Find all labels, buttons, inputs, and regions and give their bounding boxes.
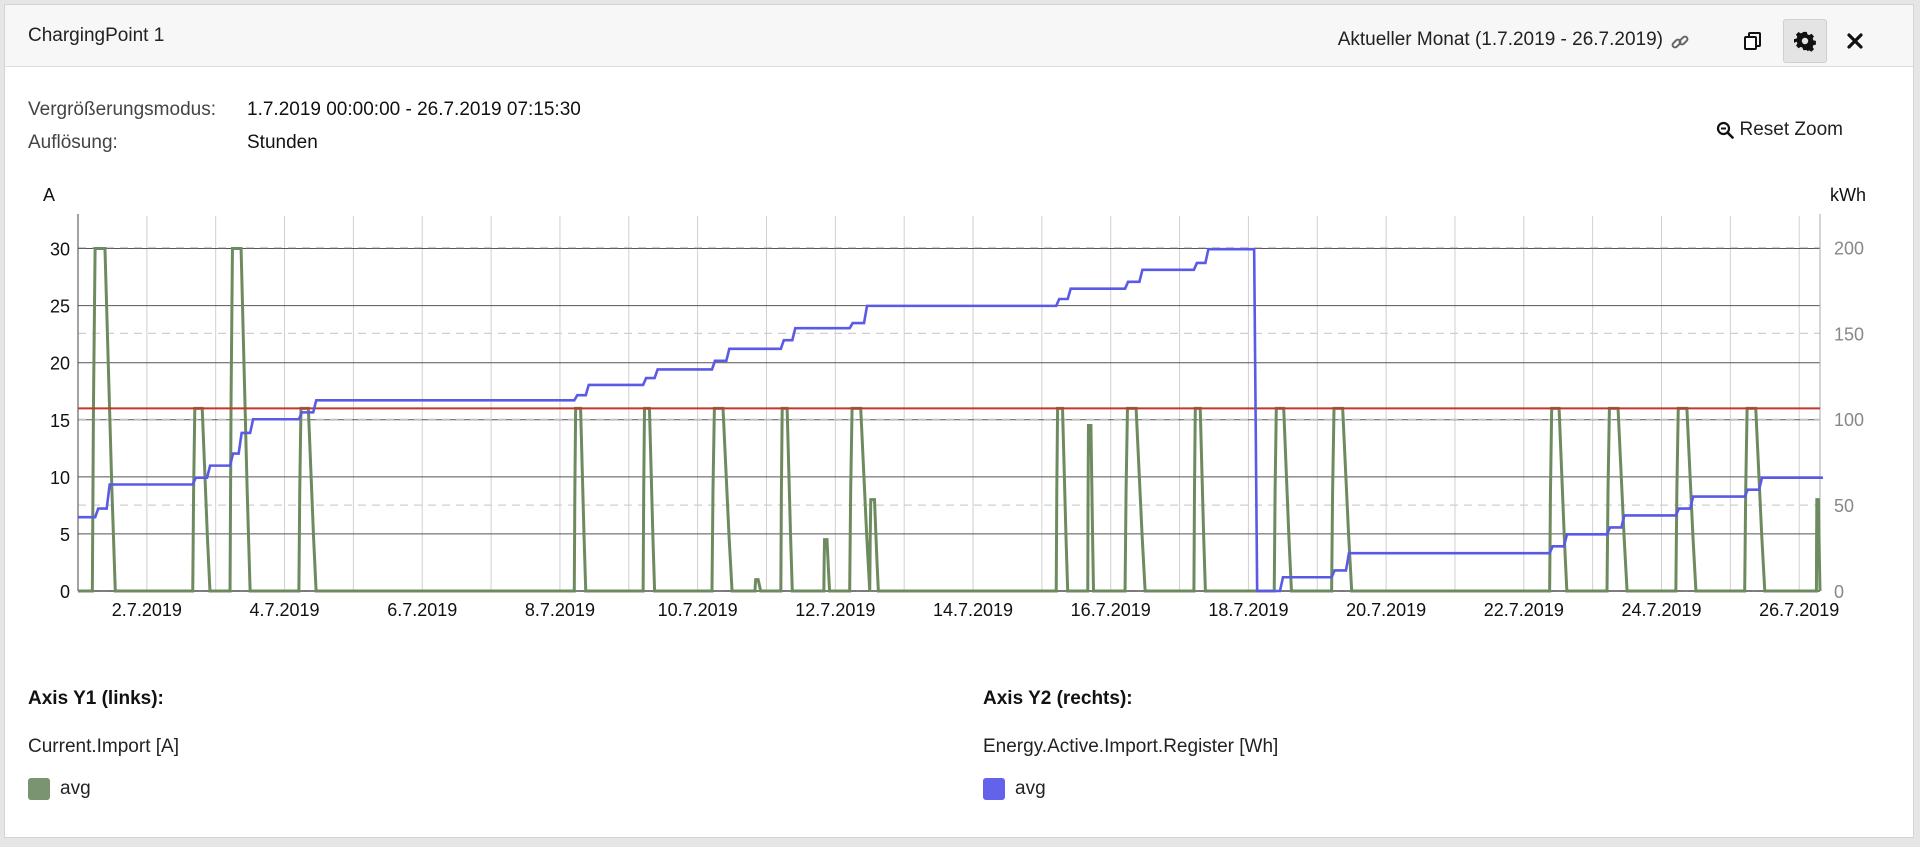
- y1-tick-label: 30: [50, 240, 70, 260]
- zoom-mode-value: 1.7.2019 00:00:00 - 26.7.2019 07:15:30: [247, 99, 581, 120]
- y1-tick-label: 15: [50, 411, 70, 431]
- x-tick-label: 2.7.2019: [112, 600, 182, 620]
- legend-y1-title: Axis Y1 (links):: [28, 688, 164, 709]
- zoom-mode-label: Vergrößerungsmodus:: [28, 99, 216, 120]
- chart-panel: ChargingPoint 1 Aktueller Monat (1.7.201…: [4, 4, 1914, 838]
- link-icon[interactable]: [1665, 25, 1695, 59]
- x-tick-label: 20.7.2019: [1346, 600, 1426, 620]
- energy-register-line: [78, 247, 1823, 593]
- legend-y2-title: Axis Y2 (rechts):: [983, 688, 1133, 709]
- resolution-value: Stunden: [247, 132, 318, 153]
- x-tick-label: 12.7.2019: [795, 600, 875, 620]
- legend-y2-swatch: [983, 778, 1005, 800]
- y1-tick-label: 5: [60, 525, 70, 545]
- y1-tick-label: 10: [50, 468, 70, 488]
- x-tick-label: 22.7.2019: [1484, 600, 1564, 620]
- y2-tick-label: 50: [1834, 496, 1854, 516]
- x-tick-label: 8.7.2019: [525, 600, 595, 620]
- x-tick-label: 4.7.2019: [250, 600, 320, 620]
- legend-y2-series: Energy.Active.Import.Register [Wh]: [983, 736, 1279, 757]
- legend-y2-entry[interactable]: avg: [983, 778, 1278, 800]
- current-import-line: [78, 247, 1822, 593]
- y1-tick-label: 0: [60, 582, 70, 602]
- legend-y2: Axis Y2 (rechts): Energy.Active.Import.R…: [983, 688, 1278, 800]
- legend-y1-entry[interactable]: avg: [28, 778, 179, 800]
- x-tick-label: 14.7.2019: [933, 600, 1013, 620]
- close-icon[interactable]: [1833, 19, 1877, 63]
- resolution-label: Auflösung:: [28, 132, 118, 153]
- legend-y1-entry-label: avg: [60, 778, 91, 799]
- y2-axis-label: kWh: [1830, 185, 1866, 205]
- zoom-mode-row: Vergrößerungsmodus: 1.7.2019 00:00:00 - 2…: [28, 99, 581, 121]
- x-tick-label: 26.7.2019: [1759, 600, 1839, 620]
- range-label: Aktueller Monat (1.7.2019 - 26.7.2019): [1337, 29, 1663, 50]
- x-tick-label: 18.7.2019: [1208, 600, 1288, 620]
- copy-icon[interactable]: [1731, 19, 1775, 63]
- gear-icon[interactable]: [1783, 19, 1827, 63]
- zoom-out-icon: [1716, 121, 1734, 139]
- x-tick-label: 24.7.2019: [1621, 600, 1701, 620]
- y1-tick-label: 20: [50, 354, 70, 374]
- legend-y1: Axis Y1 (links): Current.Import [A] avg: [28, 688, 179, 800]
- x-tick-label: 16.7.2019: [1071, 600, 1151, 620]
- y2-tick-label: 150: [1834, 324, 1864, 344]
- x-tick-label: 6.7.2019: [387, 600, 457, 620]
- y2-tick-label: 200: [1834, 238, 1864, 258]
- resolution-row: Auflösung: Stunden: [28, 132, 318, 154]
- x-tick-label: 10.7.2019: [658, 600, 738, 620]
- y2-tick-label: 100: [1834, 410, 1864, 430]
- chart[interactable]: 0 5 10 15 20 25 30 0 50 100 150 200 A kWh 2.7.2019 4.7.…: [5, 5, 1913, 665]
- y2-tick-label: 0: [1834, 582, 1844, 602]
- legend-y1-series: Current.Import [A]: [28, 736, 179, 757]
- y1-tick-label: 25: [50, 297, 70, 317]
- legend-y1-swatch: [28, 778, 50, 800]
- panel-title: ChargingPoint 1: [28, 25, 165, 46]
- reset-zoom-label: Reset Zoom: [1739, 119, 1843, 140]
- legend-y2-entry-label: avg: [1015, 778, 1046, 799]
- reset-zoom-button[interactable]: Reset Zoom: [1716, 119, 1843, 141]
- panel-header: ChargingPoint 1 Aktueller Monat (1.7.201…: [5, 5, 1913, 67]
- y1-axis-label: A: [43, 185, 55, 205]
